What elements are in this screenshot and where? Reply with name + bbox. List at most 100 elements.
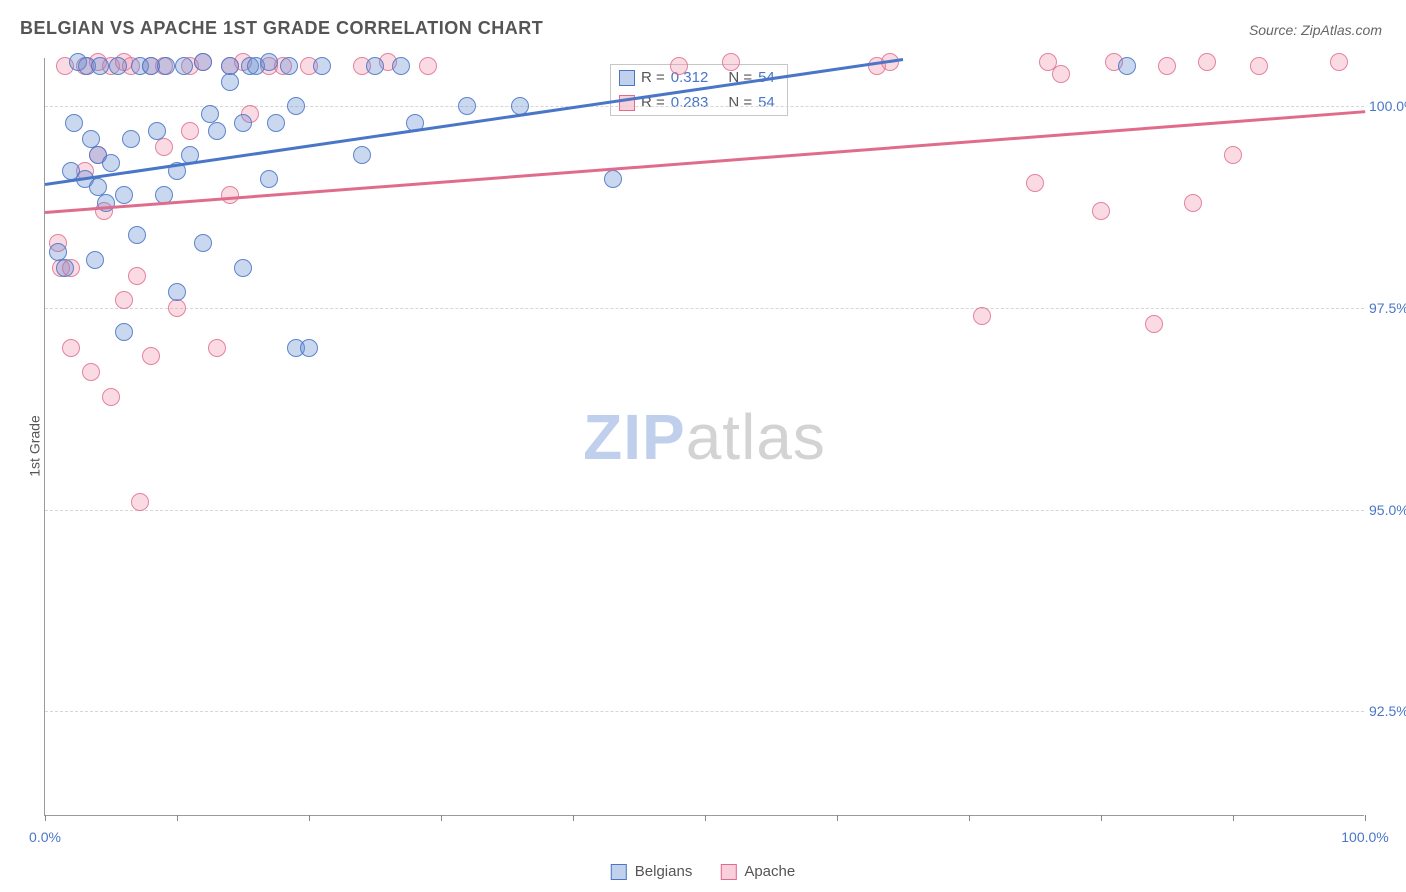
scatter-point [287, 97, 305, 115]
scatter-point [65, 114, 83, 132]
scatter-point [1052, 65, 1070, 83]
scatter-point [122, 130, 140, 148]
scatter-point [155, 138, 173, 156]
scatter-point [267, 114, 285, 132]
scatter-point [56, 259, 74, 277]
legend-item-belgians: Belgians [611, 863, 693, 880]
scatter-point [82, 363, 100, 381]
scatter-point [91, 57, 109, 75]
n-label: N = [728, 94, 752, 111]
watermark-bold: ZIP [583, 401, 686, 473]
source-label: Source: ZipAtlas.com [1249, 22, 1382, 38]
r-label: R = [641, 69, 665, 86]
scatter-point [353, 146, 371, 164]
scatter-point [148, 122, 166, 140]
scatter-point [260, 53, 278, 71]
scatter-point [131, 493, 149, 511]
scatter-point [722, 53, 740, 71]
scatter-point [221, 73, 239, 91]
scatter-point [128, 267, 146, 285]
x-tick [573, 815, 574, 821]
scatter-point [300, 339, 318, 357]
x-tick [1101, 815, 1102, 821]
chart-title: BELGIAN VS APACHE 1ST GRADE CORRELATION … [20, 18, 543, 39]
scatter-point [181, 122, 199, 140]
scatter-point [280, 57, 298, 75]
y-tick-label: 97.5% [1369, 300, 1406, 316]
legend-label: Apache [744, 863, 795, 880]
n-value: 54 [758, 94, 775, 111]
x-tick-label: 0.0% [29, 829, 61, 845]
y-axis-label: 1st Grade [27, 415, 43, 476]
scatter-point [175, 57, 193, 75]
scatter-point [1092, 202, 1110, 220]
scatter-point [1330, 53, 1348, 71]
gridline [45, 711, 1364, 712]
scatter-point [168, 283, 186, 301]
scatter-point [973, 307, 991, 325]
legend-label: Belgians [635, 863, 693, 880]
scatter-point [1026, 174, 1044, 192]
swatch-belgians-icon [619, 70, 635, 86]
x-tick [309, 815, 310, 821]
scatter-point [115, 323, 133, 341]
scatter-point [102, 388, 120, 406]
scatter-point [208, 122, 226, 140]
x-tick [969, 815, 970, 821]
bottom-legend: Belgians Apache [611, 863, 795, 880]
correlation-row: R = 0.312 N = 54 [611, 65, 787, 90]
scatter-point [168, 299, 186, 317]
x-tick [45, 815, 46, 821]
scatter-point [1158, 57, 1176, 75]
scatter-point [157, 57, 175, 75]
r-value: 0.283 [671, 94, 709, 111]
scatter-point [1184, 194, 1202, 212]
scatter-point [194, 234, 212, 252]
scatter-point [194, 53, 212, 71]
y-tick-label: 92.5% [1369, 703, 1406, 719]
trend-line [45, 58, 903, 185]
plot-area: ZIPatlas R = 0.312 N = 54 R = 0.283 N = … [44, 58, 1364, 816]
scatter-point [97, 194, 115, 212]
gridline [45, 308, 1364, 309]
gridline [45, 510, 1364, 511]
y-tick-label: 100.0% [1369, 98, 1406, 114]
scatter-point [234, 259, 252, 277]
scatter-point [115, 291, 133, 309]
scatter-point [102, 154, 120, 172]
scatter-point [109, 57, 127, 75]
scatter-point [1145, 315, 1163, 333]
scatter-point [86, 251, 104, 269]
y-tick-label: 95.0% [1369, 502, 1406, 518]
scatter-point [221, 186, 239, 204]
swatch-apache-icon [720, 864, 736, 880]
scatter-point [1224, 146, 1242, 164]
scatter-point [604, 170, 622, 188]
swatch-belgians-icon [611, 864, 627, 880]
x-tick [177, 815, 178, 821]
x-tick [1233, 815, 1234, 821]
scatter-point [458, 97, 476, 115]
scatter-point [234, 114, 252, 132]
x-tick [1365, 815, 1366, 821]
x-tick-label: 100.0% [1341, 829, 1388, 845]
watermark-light: atlas [686, 401, 826, 473]
x-tick [441, 815, 442, 821]
scatter-point [260, 170, 278, 188]
legend-item-apache: Apache [720, 863, 795, 880]
scatter-point [62, 339, 80, 357]
correlation-row: R = 0.283 N = 54 [611, 90, 787, 115]
scatter-point [1198, 53, 1216, 71]
scatter-point [313, 57, 331, 75]
scatter-point [392, 57, 410, 75]
x-tick [705, 815, 706, 821]
x-tick [837, 815, 838, 821]
scatter-point [670, 57, 688, 75]
scatter-point [366, 57, 384, 75]
scatter-point [128, 226, 146, 244]
scatter-point [1118, 57, 1136, 75]
scatter-point [208, 339, 226, 357]
scatter-point [115, 186, 133, 204]
scatter-point [419, 57, 437, 75]
watermark: ZIPatlas [583, 400, 826, 474]
